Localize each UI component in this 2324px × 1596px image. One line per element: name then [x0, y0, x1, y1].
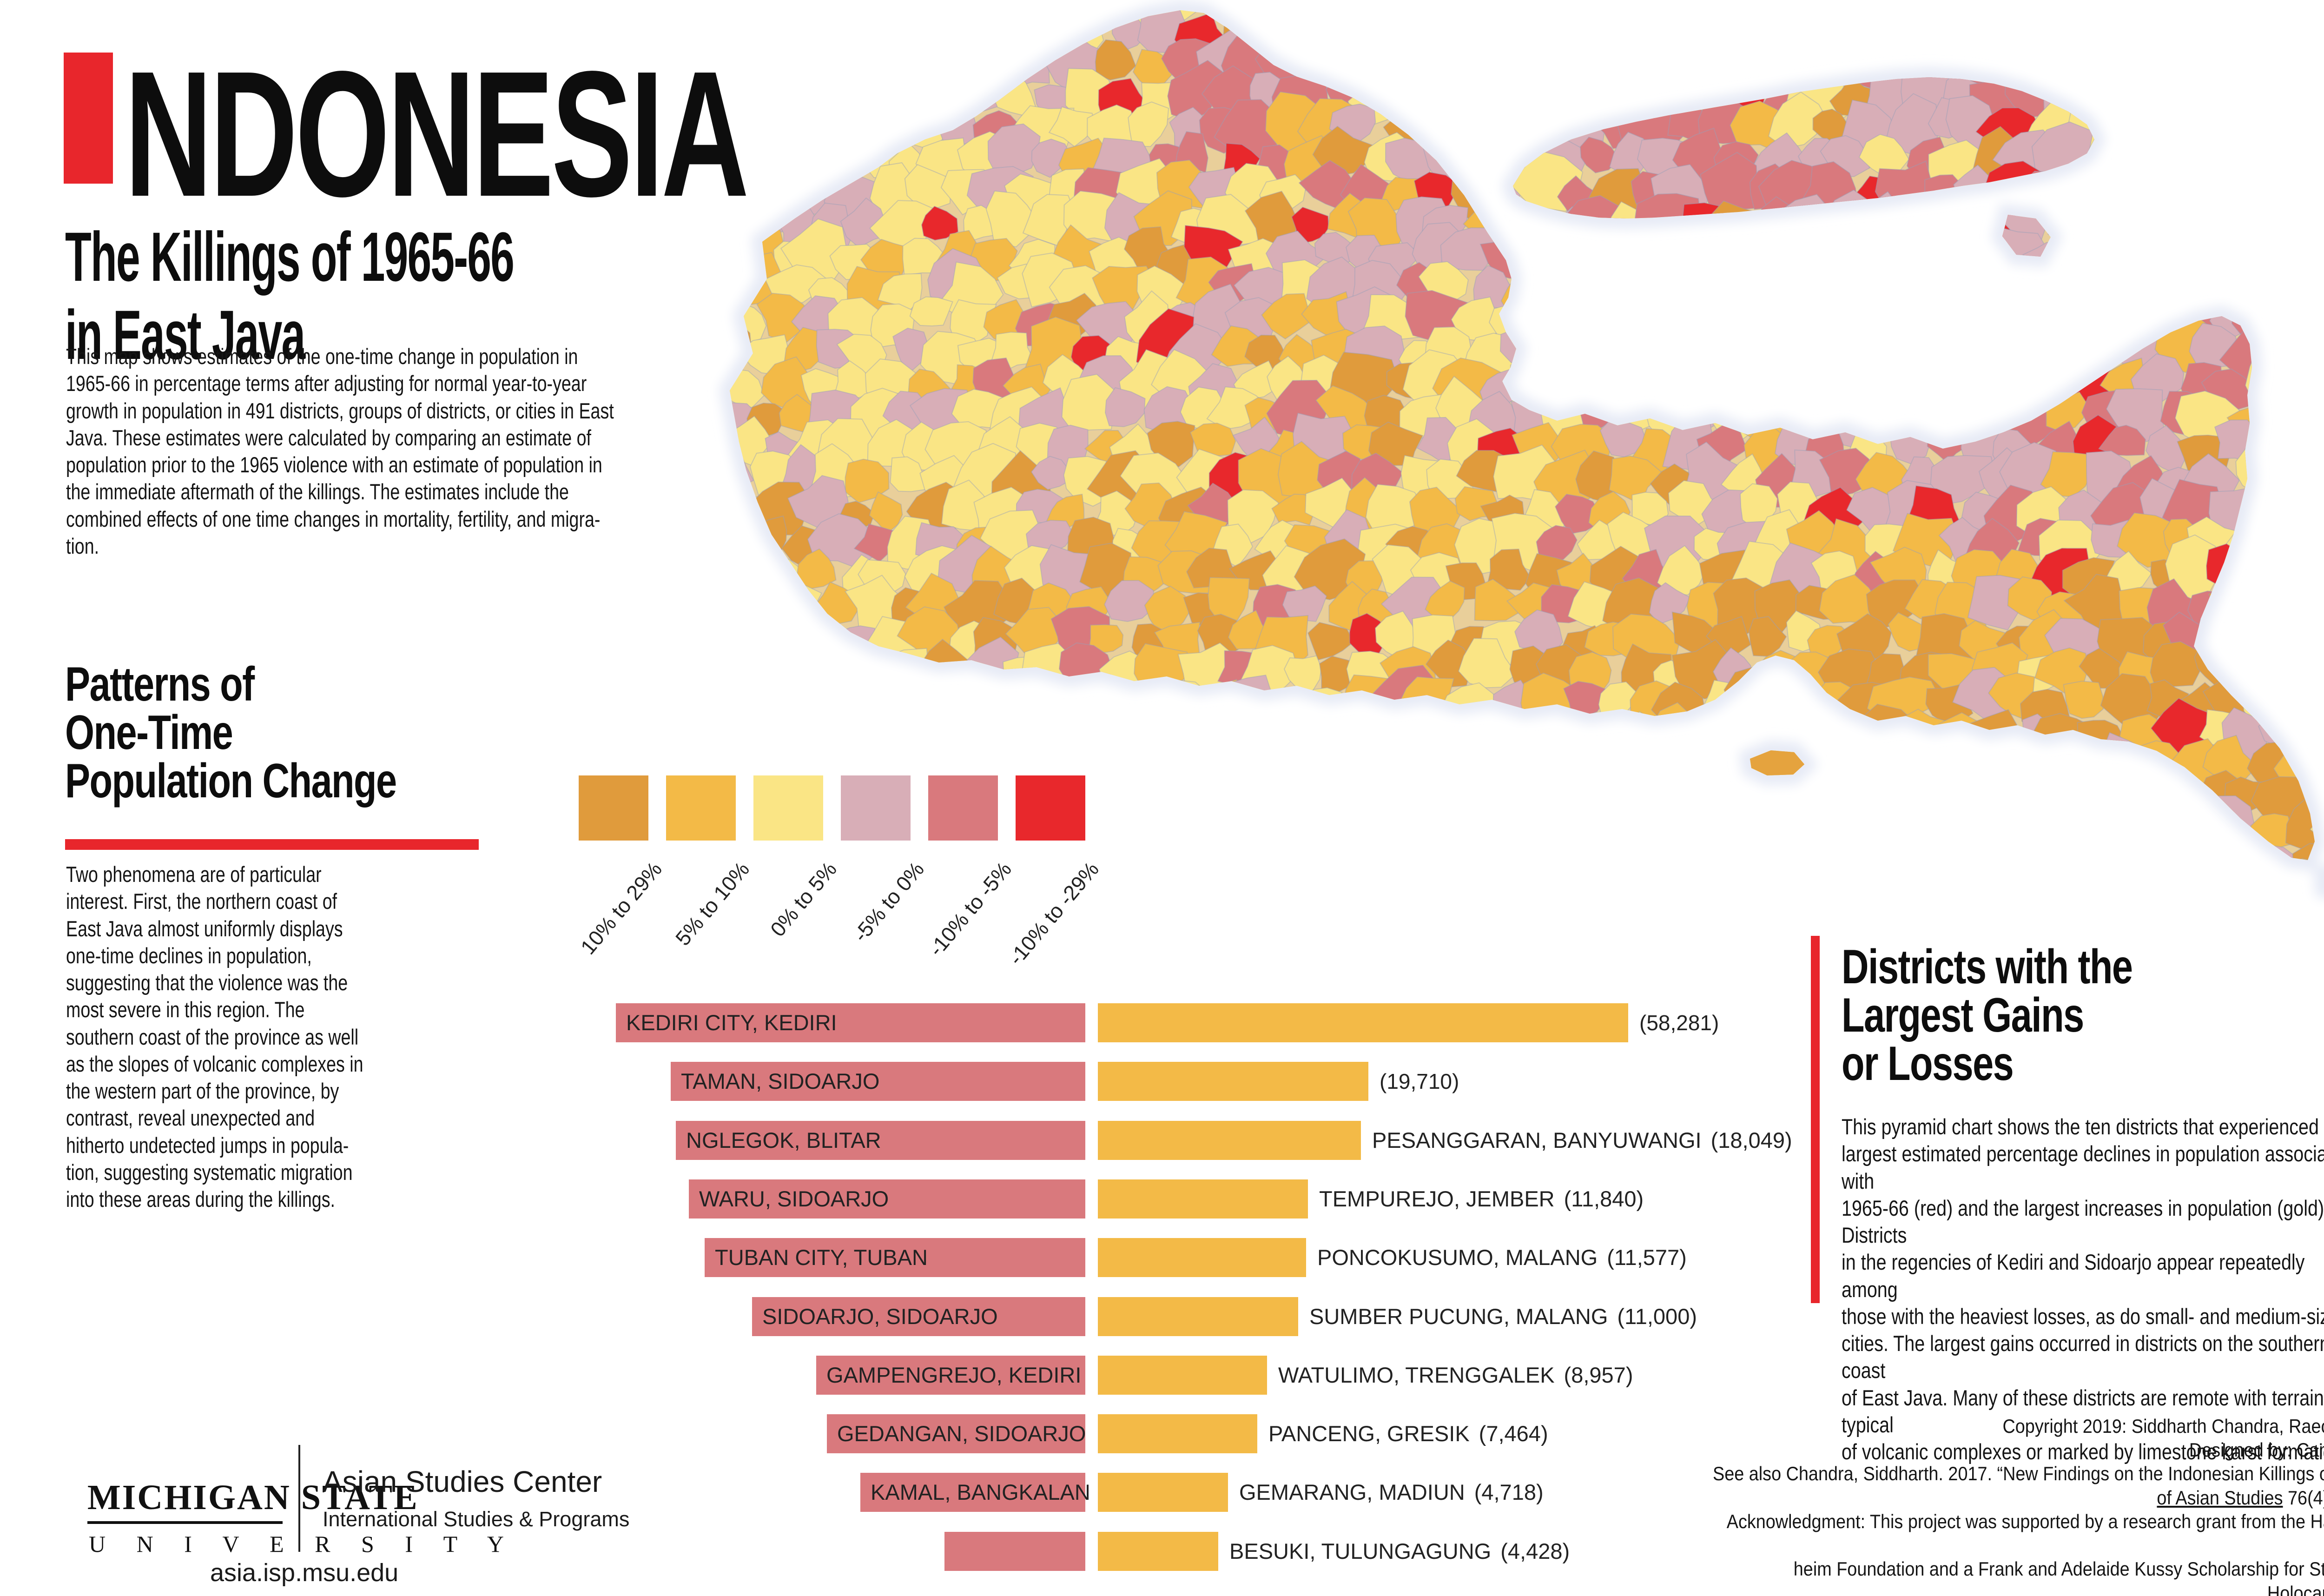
- patterns-red-underline: [65, 839, 479, 850]
- gain-label-outside: WATULIMO, TRENGGALEK (8,957): [1278, 1363, 1633, 1387]
- legend-swatch-4: [841, 775, 911, 841]
- gain-bar: [1098, 1062, 1368, 1101]
- patterns-paragraph: Two phenomena are of particular interest…: [66, 862, 363, 1212]
- loss-bar: [689, 1179, 1085, 1219]
- gain-label-outside: PONCOKUSUMO, MALANG (11,577): [1317, 1245, 1687, 1270]
- districts-heading: Districts with the Largest Gains or Loss…: [1842, 940, 2133, 1091]
- gain-value: (58,281): [1639, 1011, 1719, 1035]
- east-java-choropleth-map: [719, 0, 2324, 898]
- loss-name: GAMPENGREJO, KEDIRI: [826, 1363, 1082, 1387]
- loss-bar: [860, 1473, 1085, 1512]
- loss-bar: [944, 1532, 1085, 1571]
- loss-bar: [671, 1062, 1085, 1101]
- gain-bar: [1098, 1238, 1306, 1277]
- loss-bar: [676, 1121, 1085, 1160]
- gain-label-outside: TEMPUREJO, JEMBER (11,840): [1319, 1186, 1644, 1211]
- legend-swatch-6: [1016, 775, 1085, 841]
- msu-wordmark: MICHIGAN STATE: [87, 1478, 419, 1517]
- gain-bar: [1098, 1179, 1308, 1219]
- gain-label-outside: GEMARANG, MADIUN (4,718): [1239, 1480, 1544, 1504]
- gain-bar: [1098, 1356, 1267, 1395]
- gain-value: (19,710): [1380, 1069, 1459, 1093]
- gain-bar: [1098, 1121, 1361, 1160]
- loss-name: SIDOARJO, SIDOARJO: [762, 1304, 998, 1329]
- gain-label-outside: SUMBER PUCUNG, MALANG (11,000): [1309, 1304, 1697, 1329]
- loss-bar: [616, 1003, 1085, 1042]
- gain-bar: [1098, 1532, 1218, 1571]
- loss-bar: [752, 1297, 1085, 1336]
- loss-name: TUBAN CITY, TUBAN: [715, 1245, 928, 1270]
- credit-citation-line2: of Asian Studies 76(4):1059-86.: [2157, 1486, 2324, 1509]
- title-red-i-bar: [64, 53, 113, 184]
- poster-title: NDONESIA: [125, 33, 749, 234]
- patterns-heading: Patterns of One-Time Population Change: [65, 657, 397, 808]
- loss-bar: [827, 1414, 1085, 1453]
- msu-university-line: U N I V E R S I T Y: [89, 1531, 517, 1557]
- credit-citation-line1: See also Chandra, Siddharth. 2017. “New …: [1713, 1463, 2324, 1485]
- gain-label-outside: PESANGGARAN, BANYUWANGI (18,049): [1372, 1128, 1792, 1152]
- districts-paragraph: This pyramid chart shows the ten distric…: [1842, 1114, 2324, 1464]
- legend-swatch-3: [753, 775, 823, 841]
- districts-red-side-bar: [1811, 936, 1820, 1303]
- gain-bar: [1098, 1003, 1628, 1042]
- nusa-barung-island: [1750, 750, 1804, 775]
- credits-block: Copyright 2019: Siddharth Chandra, Raech…: [1713, 1414, 2324, 1596]
- loss-bar: [816, 1356, 1085, 1395]
- credit-designer: Designed by: Camille North: [2189, 1439, 2324, 1461]
- intro-paragraph: This map shows estimates of the one-time…: [66, 344, 614, 558]
- loss-bar: [705, 1238, 1085, 1277]
- credit-acknowledgment: Acknowledgment: This project was support…: [1726, 1510, 2324, 1596]
- gain-bar: [1098, 1297, 1298, 1336]
- district-mosaic: [730, 10, 2324, 891]
- footer-url: asia.isp.msu.edu: [210, 1559, 399, 1587]
- credit-copyright: Copyright 2019: Siddharth Chandra, Raech…: [2002, 1415, 2324, 1437]
- loss-name: NGLEGOK, BLITAR: [686, 1128, 881, 1152]
- gain-label-outside: PANCENG, GRESIK (7,464): [1268, 1421, 1548, 1446]
- legend-swatch-1: [579, 775, 648, 841]
- gain-bar: [1098, 1414, 1257, 1453]
- loss-name: GEDANGAN, SIDOARJO: [837, 1421, 1086, 1446]
- journal-title-underlined-2: of Asian Studies: [2157, 1486, 2283, 1509]
- asian-studies-center-label: Asian Studies Center: [323, 1465, 602, 1498]
- legend-swatch-5: [928, 775, 998, 841]
- legend-swatch-2: [666, 775, 736, 841]
- loss-name: KEDIRI CITY, KEDIRI: [626, 1010, 837, 1035]
- gain-bar: [1098, 1473, 1228, 1512]
- loss-name: WARU, SIDOARJO: [699, 1186, 889, 1211]
- poster-subtitle: The Killings of 1965-66 in East Java: [65, 218, 515, 374]
- loss-name: TAMAN, SIDOARJO: [681, 1069, 880, 1093]
- msu-wordmark-rule: [87, 1521, 283, 1524]
- gain-label-outside: BESUKI, TULUNGAGUNG (4,428): [1229, 1539, 1570, 1563]
- footer-divider: [298, 1445, 300, 1552]
- international-studies-label: International Studies & Programs: [323, 1507, 630, 1531]
- loss-name: KAMAL, BANGKALAN: [871, 1480, 1090, 1504]
